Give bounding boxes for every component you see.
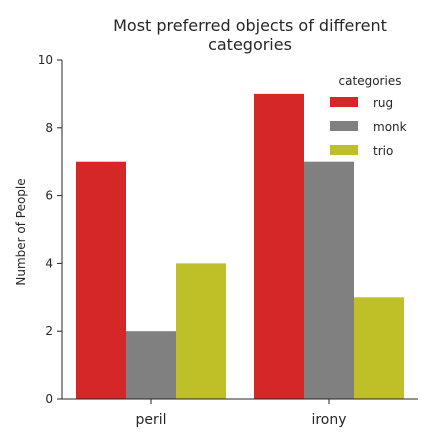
y-tick-label-1: 2: [45, 324, 53, 338]
x-tick-labels: peril irony: [135, 399, 347, 428]
y-axis-label: Number of People: [14, 178, 28, 285]
bar-peril-trio: [176, 263, 226, 399]
x-tick-label-1: irony: [311, 412, 346, 428]
legend-title: categories: [339, 74, 402, 88]
y-tick-label-0: 0: [45, 392, 53, 406]
bar-irony-trio: [354, 297, 404, 399]
y-tick-label-2: 4: [45, 256, 53, 270]
y-ticks: 0 2 4 6 8 10: [38, 53, 62, 406]
bar-irony-monk: [304, 161, 354, 399]
y-tick-label-5: 10: [38, 53, 53, 67]
legend-label-rug: rug: [373, 96, 393, 110]
axes: [61, 60, 418, 400]
bars: [76, 93, 404, 400]
bar-peril-monk: [126, 331, 176, 399]
y-tick-label-4: 8: [45, 121, 53, 135]
legend-label-monk: monk: [373, 120, 407, 134]
bar-peril-rug: [76, 161, 126, 399]
x-tick-label-0: peril: [135, 412, 166, 428]
legend-label-trio: trio: [373, 144, 393, 158]
legend-swatch-rug: [330, 97, 358, 107]
chart-title-line-1: Most preferred objects of different: [113, 16, 387, 35]
legend-swatch-monk: [330, 121, 358, 131]
chart-title-line-2: categories: [208, 35, 292, 54]
legend-swatch-trio: [330, 145, 358, 155]
bar-irony-rug: [254, 93, 304, 400]
y-tick-label-3: 6: [45, 189, 53, 203]
legend: categories rug monk trio: [330, 74, 407, 158]
